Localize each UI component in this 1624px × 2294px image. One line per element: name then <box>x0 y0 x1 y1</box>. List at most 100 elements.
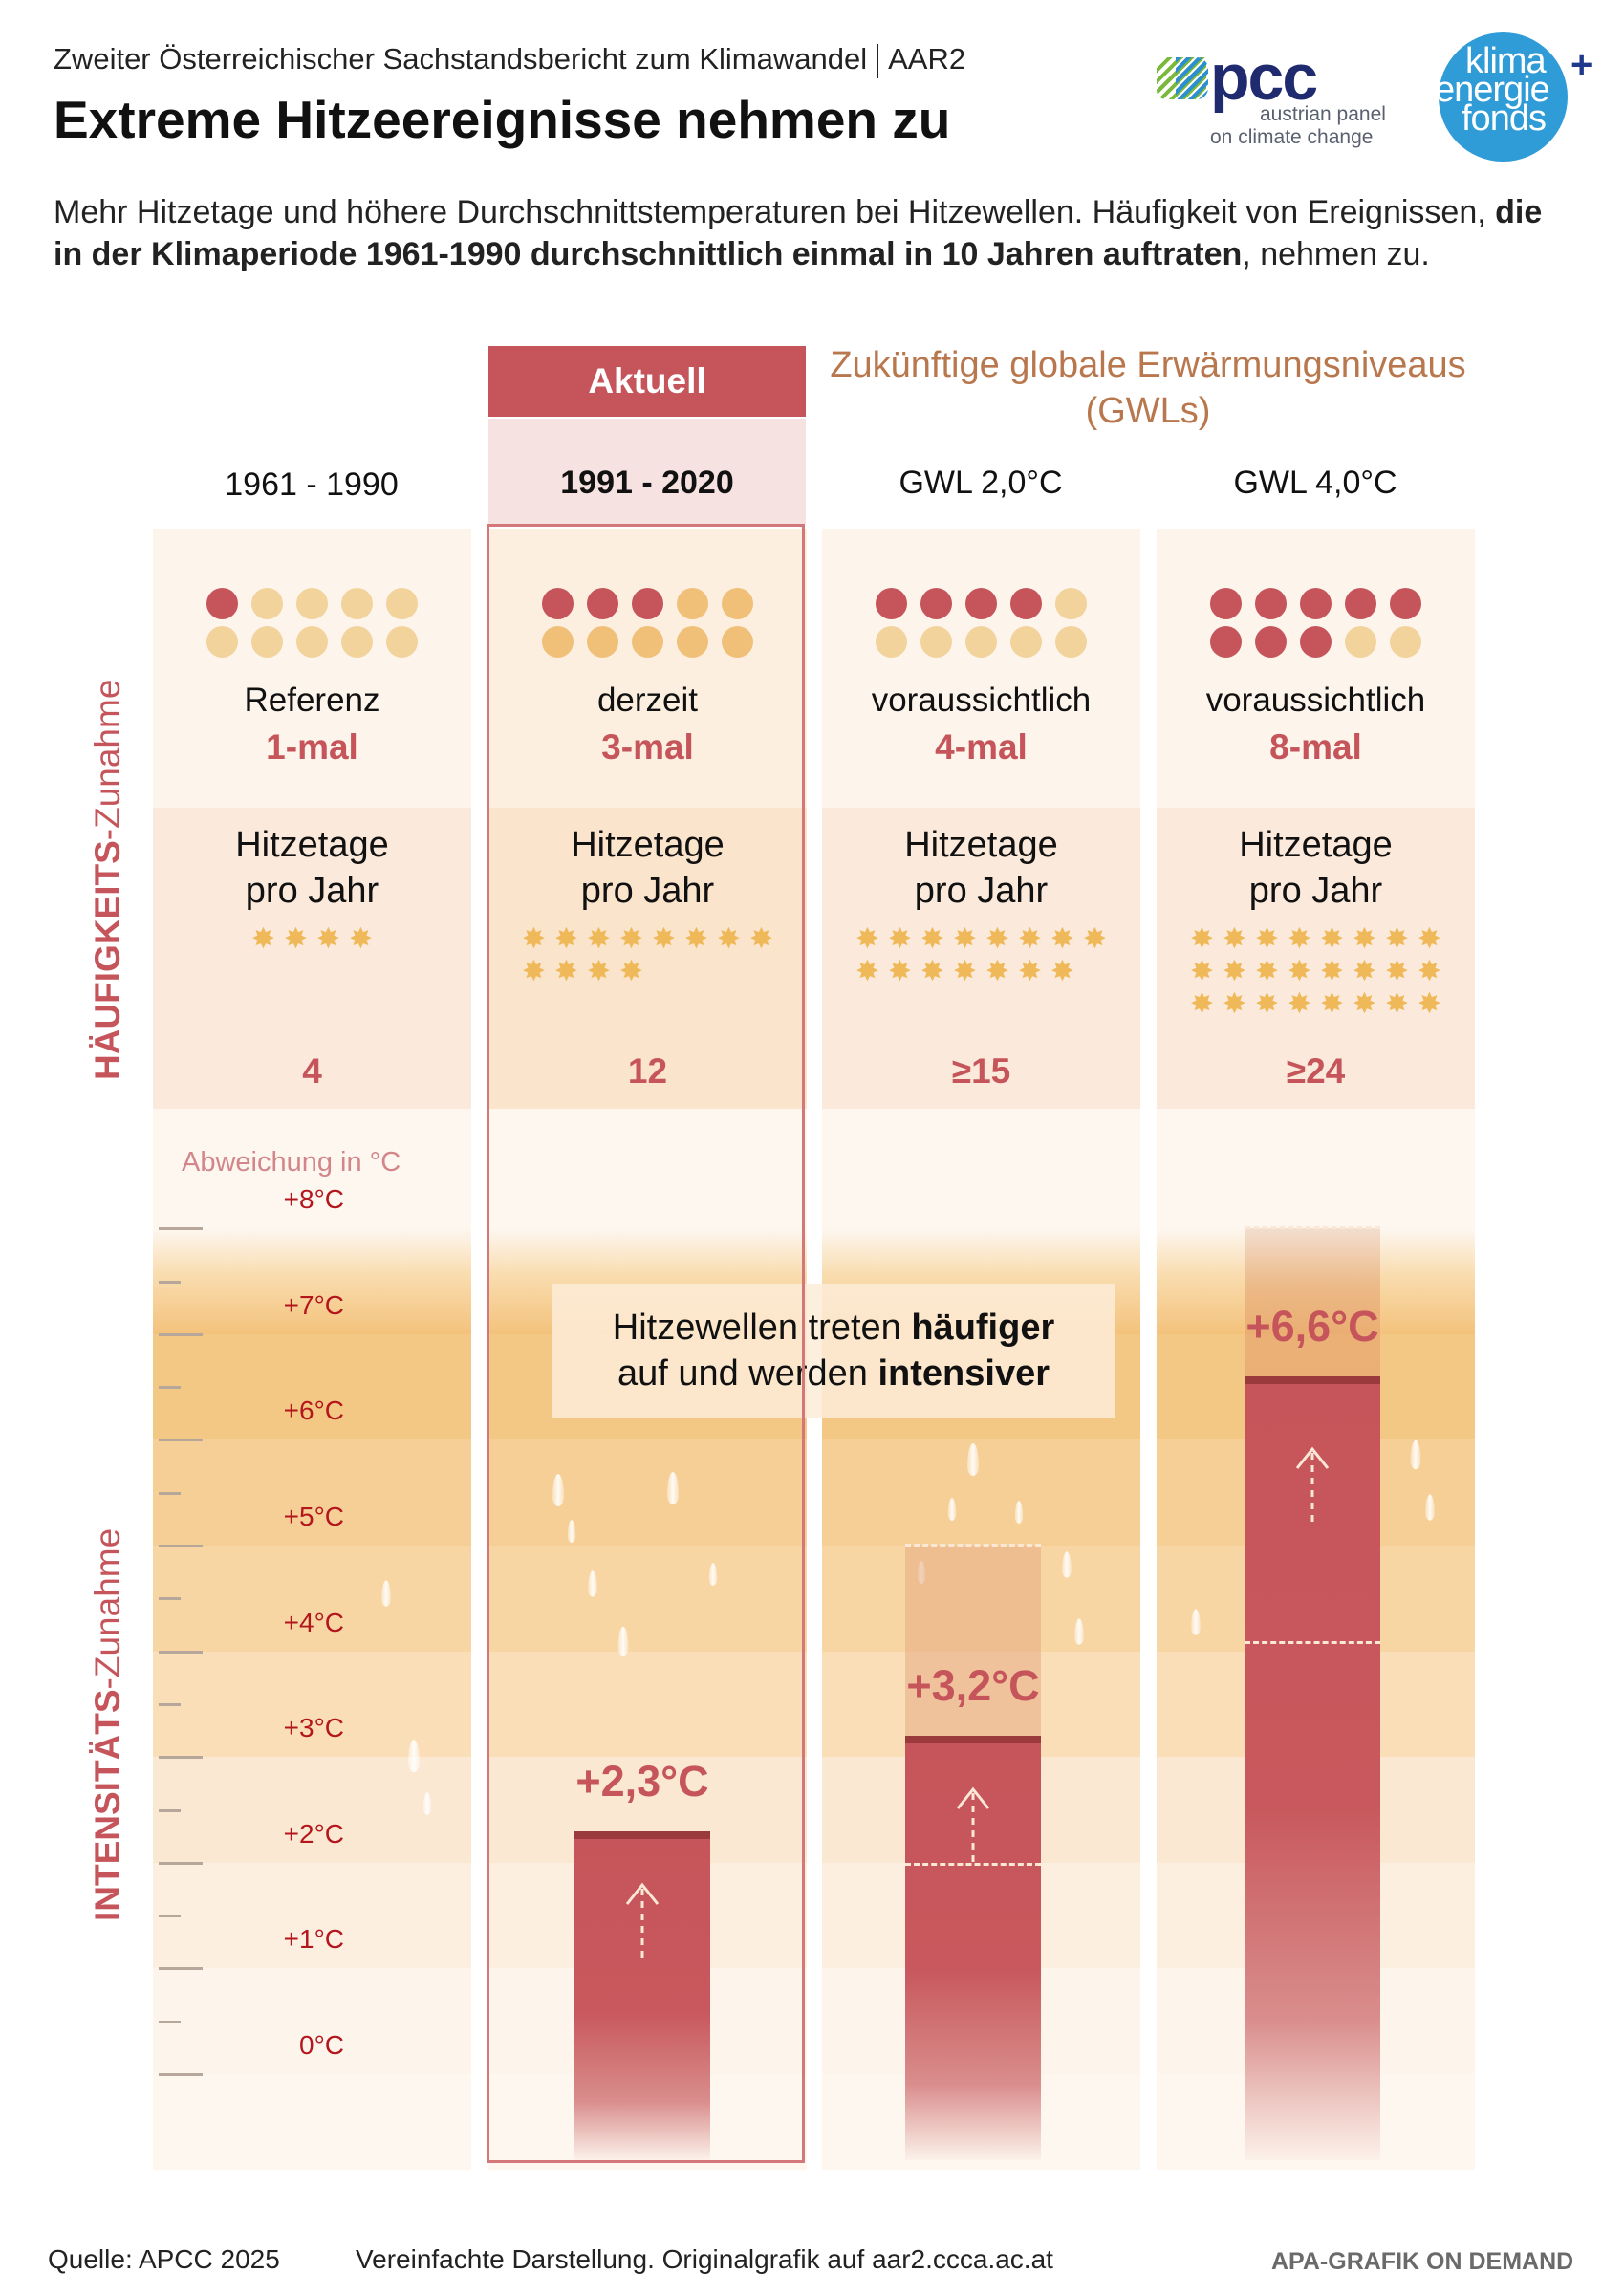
sweat-drop-icon <box>1410 1439 1421 1470</box>
sun-icon: ✸ <box>1319 988 1345 1020</box>
sun-icon: ✸ <box>1384 988 1410 1020</box>
axis-tick-label: +7°C <box>283 1289 344 1320</box>
frequency-cell: Referenz 1-mal <box>153 529 471 808</box>
dot-row <box>1157 588 1475 626</box>
callout-bold-2: intensiver <box>877 1353 1050 1394</box>
event-dot-inactive <box>386 588 418 619</box>
hot-days-label: Hitzetage pro Jahr <box>822 822 1140 914</box>
sweat-drop-icon <box>1425 1494 1435 1521</box>
hot-days-value: ≥15 <box>951 1051 1011 1091</box>
dot-row <box>1157 626 1475 664</box>
sun-icon: ✸ <box>1082 923 1108 955</box>
sun-icon: ✸ <box>553 923 579 955</box>
sun-icon: ✸ <box>1352 956 1377 987</box>
event-dot-active <box>587 588 618 619</box>
dot-row <box>822 588 1140 626</box>
range-upper-dash <box>905 1544 1041 1547</box>
hot-days-suns: ✸ ✸ ✸ ✸ ✸ ✸ ✸ ✸ ✸ ✸ ✸ ✸ ✸ ✸ ✸ ✸ ✸ ✸ ✸ ✸ ✸ ✸ ✸ ✸ <box>1157 923 1475 1025</box>
sun-icon: ✸ <box>1050 956 1075 987</box>
event-dot-active <box>876 588 907 619</box>
axis-tick-label: +5°C <box>283 1502 344 1531</box>
sun-row: ✸ ✸ ✸ ✸ ✸ ✸ ✸ <box>852 956 1112 992</box>
sweat-drop-icon <box>1062 1551 1072 1578</box>
sweat-drop-icon <box>708 1563 718 1586</box>
axis-tick-minor <box>159 2020 181 2023</box>
hot-days-suns: ✸ ✸ ✸ ✸ <box>153 925 471 960</box>
intensity-column-bg <box>153 1109 471 2170</box>
temperature-band-top <box>1157 1109 1475 1229</box>
axis-tick-minor <box>159 1702 181 1706</box>
sun-row: ✸ ✸ ✸ ✸ ✸ ✸ ✸ ✸ <box>1186 923 1446 960</box>
sun-icon: ✸ <box>952 923 978 955</box>
event-dot-active <box>1390 588 1421 619</box>
event-dot-inactive <box>876 626 907 658</box>
col-header-1991-2020: 1991 - 2020 <box>560 465 734 501</box>
hot-days-label-line-2: pro Jahr <box>1248 871 1383 911</box>
int-label-bold: INTENSITÄTS <box>88 1689 127 1921</box>
axis-tick-minor <box>159 1808 181 1812</box>
temperature-band <box>822 1439 1140 1546</box>
temperature-band <box>153 1228 471 1334</box>
event-dot-inactive <box>632 626 663 658</box>
frequency-dots <box>488 588 807 664</box>
kicker-tag: AAR2 <box>888 42 966 76</box>
sun-icon: ✸ <box>1222 923 1247 955</box>
up-arrow-icon <box>956 1786 990 1867</box>
sun-icon: ✸ <box>1319 956 1345 987</box>
event-dot-inactive <box>1055 626 1087 658</box>
event-dot-inactive <box>1010 626 1042 658</box>
axis-tick-label: +3°C <box>283 1713 344 1743</box>
event-dot-inactive <box>1345 626 1376 658</box>
hot-days-label: Hitzetage pro Jahr <box>1157 822 1475 914</box>
sun-grid: ✸ ✸ ✸ ✸ ✸ ✸ ✸ ✸ ✸ ✸ ✸ ✸ ✸ ✸ ✸ ✸ ✸ ✸ ✸ ✸ ✸ ✸ ✸ ✸ <box>1186 923 1446 1025</box>
temperature-band <box>153 1651 471 1758</box>
kef-line-2: energie <box>1435 70 1550 110</box>
event-dot-inactive <box>722 626 753 658</box>
sweat-drop-icon <box>1014 1501 1024 1524</box>
sun-icon: ✸ <box>683 923 709 955</box>
sweat-drop-icon <box>667 1472 679 1504</box>
sweat-drop-icon <box>422 1792 432 1815</box>
sweat-drop-icon <box>967 1443 979 1476</box>
kef-line-3: fonds <box>1462 98 1547 139</box>
frequency-qualifier: voraussichtlich <box>1205 682 1426 719</box>
sun-icon: ✸ <box>521 923 547 955</box>
sun-icon: ✸ <box>887 923 913 955</box>
lead-text-end: , nehmen zu. <box>1242 236 1430 272</box>
projection-range <box>905 1546 1041 1737</box>
hot-days-label-line-2: pro Jahr <box>580 871 715 911</box>
hot-days-label-line-2: pro Jahr <box>245 871 379 911</box>
apcc-logo: pcc austrian panel on climate change <box>1157 41 1405 151</box>
axis-tick-label: 0°C <box>299 2030 344 2060</box>
callout-text-2: auf und werden <box>617 1353 878 1394</box>
sun-row: ✸ ✸ ✸ ✸ ✸ ✸ ✸ ✸ <box>1186 956 1446 992</box>
axis-tick-major <box>159 1967 203 1971</box>
sun-icon: ✸ <box>553 956 579 987</box>
sweat-drop-icon <box>617 1626 629 1656</box>
callout-bold-1: häufiger <box>911 1308 1055 1348</box>
frequency-value: 8-mal <box>1269 727 1362 767</box>
sun-icon: ✸ <box>521 956 547 987</box>
sweat-drop-icon <box>947 1498 957 1521</box>
temperature-band <box>153 1968 471 2074</box>
event-dot-inactive <box>542 626 574 658</box>
sweat-drop-icon <box>1074 1618 1084 1645</box>
range-lower-dash <box>1245 1640 1380 1644</box>
hot-days-value: ≥24 <box>1286 1051 1346 1091</box>
event-dot-inactive <box>341 626 373 658</box>
hot-days-label-line-2: pro Jahr <box>914 871 1049 911</box>
lead-text: Mehr Hitzetage und höhere Durchschnittst… <box>54 194 1496 230</box>
frequency-value: 3-mal <box>601 727 694 767</box>
hot-days-cell: Hitzetage pro Jahr ✸ ✸ ✸ ✸ ✸ ✸ ✸ ✸ ✸ ✸ ✸ ✸ 12 <box>488 808 807 1109</box>
event-dot-inactive <box>341 588 373 619</box>
axis-title: Abweichung in °C <box>182 1147 401 1178</box>
axis-tick-label: +6°C <box>283 1396 344 1426</box>
kicker-divider <box>877 43 879 78</box>
sun-icon: ✸ <box>1384 956 1410 987</box>
frequency-section-label: HÄUFIGKEITS-Zunahme <box>88 680 128 1080</box>
sun-row: ✸ ✸ ✸ ✸ <box>518 956 778 992</box>
sun-icon: ✸ <box>1417 988 1442 1020</box>
axis-tick-label: +1°C <box>283 1924 344 1955</box>
temperature-band <box>153 1862 471 1969</box>
sweat-drop-icon <box>552 1474 564 1506</box>
